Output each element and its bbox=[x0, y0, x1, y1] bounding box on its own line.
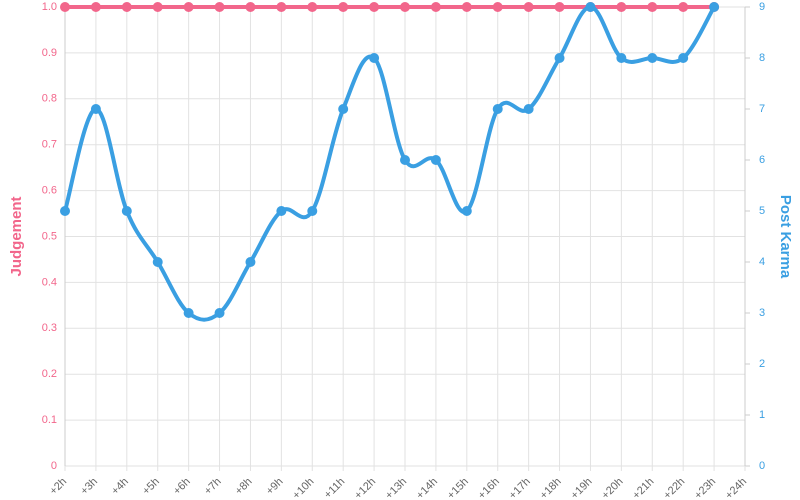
data-point bbox=[307, 2, 318, 12]
data-point bbox=[152, 2, 163, 12]
x-tick-label: +22h bbox=[661, 476, 687, 500]
data-point bbox=[90, 104, 101, 114]
data-point bbox=[430, 155, 441, 165]
y2-tick-label: 3 bbox=[759, 307, 765, 319]
x-tick-label: +21h bbox=[630, 476, 656, 500]
y2-tick-label: 0 bbox=[759, 460, 765, 472]
data-point bbox=[400, 155, 410, 165]
x-tick-label: +3h bbox=[78, 476, 100, 498]
x-tick-label: +24h bbox=[723, 476, 749, 500]
x-tick-label: +13h bbox=[383, 476, 409, 500]
x-tick-label: +20h bbox=[600, 476, 626, 500]
y-tick-label: 0.5 bbox=[42, 230, 57, 242]
data-point bbox=[554, 2, 565, 12]
data-point bbox=[183, 2, 194, 12]
x-tick-label: +4h bbox=[109, 476, 131, 498]
data-point bbox=[183, 308, 194, 318]
x-tick-label: +16h bbox=[476, 476, 502, 500]
y-tick-label: 0.4 bbox=[42, 276, 57, 288]
y2-tick-label: 2 bbox=[759, 358, 765, 370]
y-tick-label: 0.6 bbox=[42, 185, 57, 197]
x-tick-label: +5h bbox=[140, 476, 162, 498]
data-point bbox=[492, 2, 503, 12]
x-tick-label: +6h bbox=[171, 476, 193, 498]
data-point bbox=[307, 206, 318, 216]
y-tick-label: 1.0 bbox=[42, 1, 57, 13]
data-point bbox=[616, 53, 627, 63]
data-point bbox=[678, 2, 689, 12]
data-point bbox=[121, 206, 132, 216]
data-point bbox=[430, 2, 441, 12]
y-tick-label: 0.8 bbox=[42, 93, 57, 105]
x-tick-label: +14h bbox=[414, 476, 440, 500]
x-tick-label: +11h bbox=[322, 476, 347, 500]
data-point bbox=[678, 53, 689, 63]
data-point bbox=[121, 2, 132, 12]
y2-tick-label: 4 bbox=[759, 256, 765, 268]
x-tick-label: +15h bbox=[445, 476, 471, 500]
data-point bbox=[523, 104, 534, 114]
data-point bbox=[647, 2, 658, 12]
data-point bbox=[60, 2, 70, 12]
y-tick-label: 0.1 bbox=[42, 414, 57, 426]
series-line bbox=[63, 4, 716, 322]
x-tick-label: +8h bbox=[233, 476, 255, 498]
data-point bbox=[60, 206, 70, 216]
y2-tick-label: 7 bbox=[759, 103, 765, 115]
data-point bbox=[554, 53, 565, 63]
y2-tick-label: 5 bbox=[759, 205, 765, 217]
y-tick-label: 0.2 bbox=[42, 368, 57, 380]
y-axis-label: Judgement bbox=[8, 196, 25, 276]
data-point bbox=[709, 2, 720, 12]
data-point bbox=[461, 2, 472, 12]
x-tick-label: +10h bbox=[290, 476, 316, 500]
y-tick-label: 0.3 bbox=[42, 322, 57, 334]
y2-tick-label: 8 bbox=[759, 52, 765, 64]
y2-tick-label: 9 bbox=[759, 1, 765, 13]
data-point bbox=[90, 2, 101, 12]
data-point bbox=[152, 257, 163, 267]
x-tick-label: +18h bbox=[538, 476, 564, 500]
data-point bbox=[647, 53, 658, 63]
y-tick-label: 0.9 bbox=[42, 47, 57, 59]
y-tick-label: 0 bbox=[51, 460, 57, 472]
x-tick-label: +9h bbox=[264, 476, 286, 498]
data-point bbox=[461, 206, 472, 216]
data-point bbox=[338, 2, 349, 12]
data-point bbox=[369, 2, 380, 12]
data-point bbox=[214, 308, 225, 318]
x-tick-label: +23h bbox=[692, 476, 718, 500]
y2-axis-label: Post Karma bbox=[777, 195, 794, 279]
x-tick-label: +2h bbox=[47, 476, 69, 498]
y2-tick-label: 6 bbox=[759, 154, 765, 166]
data-point bbox=[616, 2, 627, 12]
x-tick-label: +17h bbox=[507, 476, 533, 500]
y2-tick-label: 1 bbox=[759, 409, 765, 421]
x-tick-label: +19h bbox=[569, 476, 595, 500]
y-tick-label: 0.7 bbox=[42, 139, 57, 151]
data-point bbox=[214, 2, 225, 12]
data-point bbox=[400, 2, 410, 12]
x-tick-label: +7h bbox=[202, 476, 224, 498]
data-point bbox=[276, 206, 287, 216]
data-point bbox=[523, 2, 534, 12]
data-point bbox=[245, 257, 256, 267]
data-point bbox=[338, 104, 349, 114]
data-point bbox=[276, 2, 287, 12]
data-point bbox=[369, 53, 380, 63]
data-point bbox=[245, 2, 256, 12]
data-point bbox=[585, 2, 596, 12]
x-tick-label: +12h bbox=[352, 476, 378, 500]
data-point bbox=[492, 104, 503, 114]
